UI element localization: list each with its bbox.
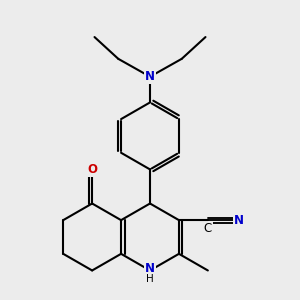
Text: N: N — [145, 262, 155, 275]
Text: N: N — [145, 70, 155, 83]
Text: O: O — [87, 163, 97, 176]
Text: C: C — [204, 222, 212, 236]
Text: H: H — [146, 274, 154, 284]
Text: N: N — [234, 214, 244, 226]
